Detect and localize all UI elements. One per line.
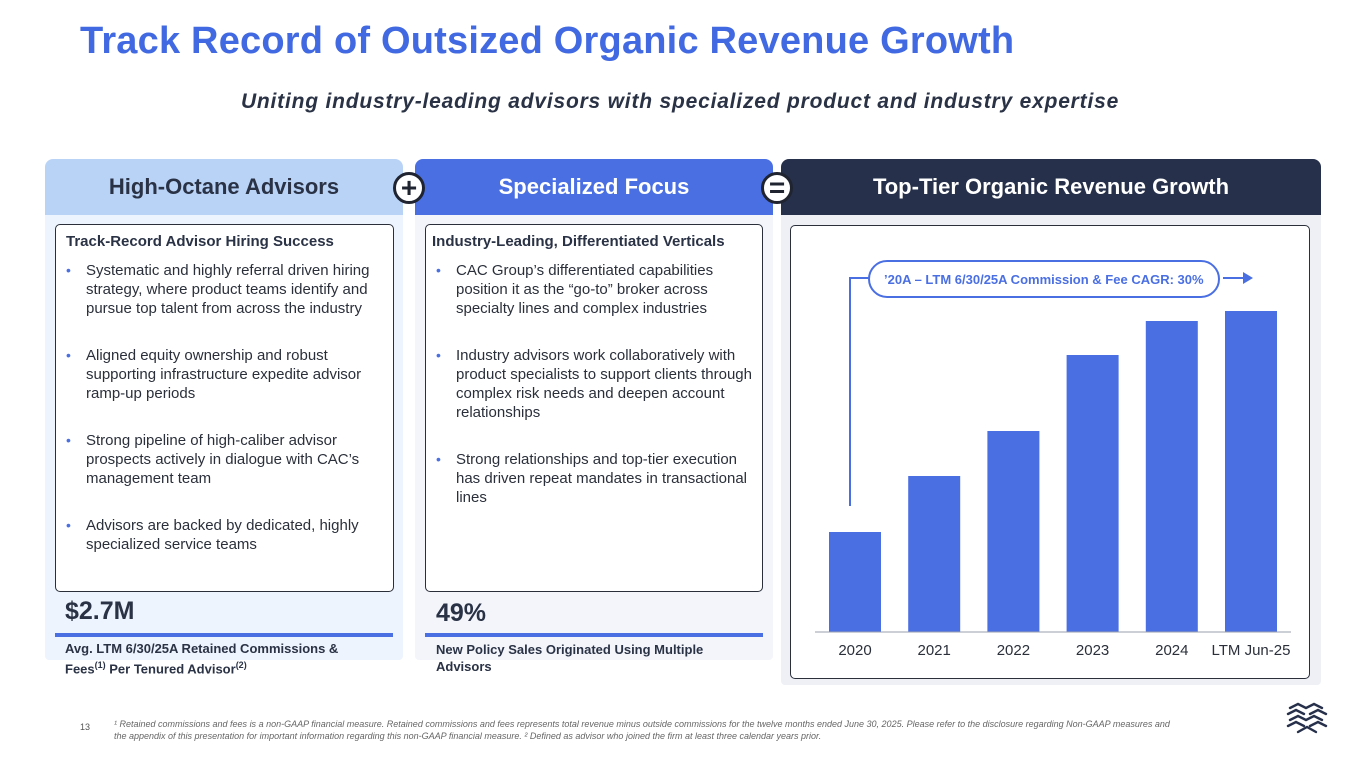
cagr-callout: ’20A – LTM 6/30/25A Commission & Fee CAG… [868,260,1220,298]
advisor-hiring-card: Track-Record Advisor Hiring Success Syst… [55,224,394,592]
chart-canvas: 2020 2021 2022 2023 2024 LTM Jun-25 [815,272,1291,659]
equals-icon: = [761,172,793,204]
revenue-chart: 2020 2021 2022 2023 2024 LTM Jun-25 [790,225,1310,679]
bar-2023 [1066,355,1119,632]
plus-icon: + [393,172,425,204]
footnote-ref: (2) [235,660,247,670]
bar-2021 [908,476,961,632]
stat-description: Avg. LTM 6/30/25A Retained Commissions &… [65,640,395,677]
x-tick-label: 2022 [997,642,1030,659]
cagr-arrow-head-icon [1243,272,1253,284]
list-item: Strong pipeline of high-caliber advisor … [66,431,383,488]
stat-value-multi-advisor-sales: 49% [436,599,487,627]
bar-2024 [1145,321,1198,632]
page-number: 13 [80,722,91,732]
stat-underline [425,633,763,637]
company-logo-icon [1286,702,1328,734]
card-title: Track-Record Advisor Hiring Success [66,233,334,250]
bar-2022 [987,431,1040,632]
x-tick-label: 2021 [918,642,951,659]
stat-description: New Policy Sales Originated Using Multip… [436,641,766,675]
cagr-connector-line [849,277,873,506]
list-item: CAC Group’s differentiated capabilities … [436,261,752,318]
list-item: Aligned equity ownership and robust supp… [66,346,383,403]
card-title: Industry-Leading, Differentiated Vertica… [432,233,725,250]
x-tick-label: LTM Jun-25 [1212,642,1291,659]
bullet-list: CAC Group’s differentiated capabilities … [436,261,752,507]
verticals-card: Industry-Leading, Differentiated Vertica… [425,224,763,592]
stat-value-retained-commissions: $2.7M [65,597,135,625]
x-tick-label: 2023 [1076,642,1109,659]
bullet-list: Systematic and highly referral driven hi… [66,261,383,554]
bar-ltm-jun-25 [1225,311,1277,632]
x-tick-label: 2024 [1155,642,1188,659]
bar-2020 [829,532,881,632]
footnote: ¹ Retained commissions and fees is a non… [114,719,1170,741]
stat-desc-part: Per Tenured Advisor [105,661,236,677]
list-item: Advisors are backed by dedicated, highly… [66,516,383,554]
stat-desc-part: Advisors [436,659,492,674]
x-tick-label: 2020 [838,642,871,659]
list-item: Strong relationships and top-tier execut… [436,450,752,507]
stat-desc-part: Fees [65,661,95,677]
stat-desc-part: New Policy Sales Originated Using Multip… [436,642,704,657]
list-item: Systematic and highly referral driven hi… [66,261,383,318]
page-title: Track Record of Outsized Organic Revenue… [80,20,1015,62]
panel-header: High-Octane Advisors [45,159,403,215]
stat-underline [55,633,393,637]
panel-header: Top-Tier Organic Revenue Growth [781,159,1321,215]
stat-desc-part: Avg. LTM 6/30/25A Retained Commissions & [65,641,339,656]
page-subtitle: Uniting industry-leading advisors with s… [240,90,1120,113]
panel-header: Specialized Focus [415,159,773,215]
list-item: Industry advisors work collaboratively w… [436,346,752,422]
footnote-ref: (1) [94,660,106,670]
